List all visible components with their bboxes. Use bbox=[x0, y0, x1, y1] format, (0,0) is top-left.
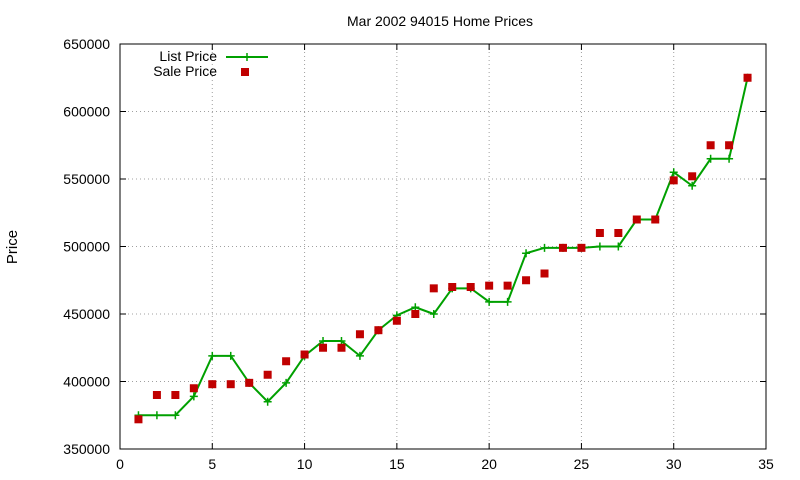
data-point-list-price bbox=[614, 242, 623, 251]
data-point-sale-price bbox=[171, 391, 180, 399]
data-point-sale-price bbox=[540, 269, 549, 278]
data-point-sale-price bbox=[208, 380, 217, 389]
data-point-sale-price bbox=[319, 343, 328, 352]
axis-ticks: 0 5 10 15 20 25 30 35 350000 400000 450000 500000 55… bbox=[63, 36, 774, 472]
data-point-list-price bbox=[319, 337, 328, 345]
x-tick-label: 35 bbox=[758, 456, 774, 472]
data-point-list-price bbox=[355, 351, 364, 360]
data-point-sale-price bbox=[522, 276, 531, 285]
data-point-sale-price bbox=[226, 380, 235, 389]
data-point-sale-price bbox=[263, 370, 272, 379]
series-layer bbox=[134, 73, 752, 424]
data-point-sale-price bbox=[632, 215, 641, 224]
chart-title: Mar 2002 94015 Home Prices bbox=[347, 13, 533, 29]
y-tick-label: 450000 bbox=[63, 306, 110, 322]
x-tick-label: 5 bbox=[208, 456, 216, 472]
data-point-list-price bbox=[263, 397, 272, 406]
data-point-list-price bbox=[411, 303, 420, 312]
series-sale-price bbox=[134, 73, 752, 424]
x-tick-label: 10 bbox=[297, 456, 313, 472]
data-point-sale-price bbox=[189, 384, 198, 393]
data-point-sale-price bbox=[669, 176, 678, 185]
legend-label-list-price: List Price bbox=[159, 48, 217, 64]
data-point-sale-price bbox=[595, 229, 604, 237]
data-point-sale-price bbox=[300, 350, 309, 359]
y-tick-label: 400000 bbox=[63, 374, 110, 390]
data-point-sale-price bbox=[134, 415, 143, 424]
x-tick-label: 15 bbox=[389, 456, 405, 472]
series-line-list-price bbox=[138, 77, 749, 417]
data-point-list-price bbox=[282, 378, 291, 387]
data-point-list-price bbox=[152, 411, 161, 420]
plot-frame bbox=[119, 43, 767, 450]
data-point-list-price bbox=[189, 392, 198, 401]
data-point-sale-price bbox=[411, 310, 420, 318]
x-tick-label: 0 bbox=[116, 456, 124, 472]
data-point-sale-price bbox=[429, 284, 438, 293]
y-tick-label: 500000 bbox=[63, 239, 110, 255]
data-point-list-price bbox=[226, 351, 235, 360]
data-point-sale-price bbox=[466, 283, 475, 291]
legend-marker-list-price bbox=[243, 53, 251, 61]
data-point-sale-price bbox=[614, 229, 623, 237]
data-point-list-price bbox=[522, 249, 531, 258]
data-point-sale-price bbox=[503, 281, 512, 290]
series-list-price bbox=[134, 73, 752, 420]
data-point-sale-price bbox=[706, 141, 715, 150]
y-tick-label: 650000 bbox=[63, 36, 110, 52]
y-tick-label: 600000 bbox=[63, 104, 110, 120]
data-point-sale-price bbox=[392, 316, 401, 325]
grid bbox=[120, 44, 766, 449]
data-point-sale-price bbox=[725, 141, 734, 150]
data-point-list-price bbox=[485, 297, 494, 306]
data-point-sale-price bbox=[448, 283, 457, 291]
x-tick-label: 30 bbox=[666, 456, 682, 472]
data-point-list-price bbox=[725, 154, 734, 163]
data-point-list-price bbox=[669, 168, 678, 177]
data-point-sale-price bbox=[651, 215, 660, 224]
legend-label-sale-price: Sale Price bbox=[153, 63, 217, 79]
data-point-sale-price bbox=[374, 326, 383, 335]
data-point-list-price bbox=[688, 181, 697, 190]
data-point-list-price bbox=[429, 310, 438, 318]
y-axis-label: Price bbox=[4, 230, 21, 264]
data-point-sale-price bbox=[743, 73, 752, 82]
data-point-list-price bbox=[503, 297, 512, 306]
data-point-sale-price bbox=[577, 243, 586, 252]
data-point-list-price bbox=[540, 243, 549, 252]
legend-marker-sale-price bbox=[241, 68, 249, 76]
data-point-sale-price bbox=[245, 378, 254, 387]
data-point-list-price bbox=[706, 154, 715, 163]
data-point-sale-price bbox=[485, 281, 494, 290]
data-point-list-price bbox=[595, 242, 604, 251]
data-point-sale-price bbox=[337, 343, 346, 352]
data-point-sale-price bbox=[152, 391, 161, 399]
data-point-list-price bbox=[171, 411, 180, 420]
data-point-list-price bbox=[337, 337, 346, 345]
data-point-sale-price bbox=[558, 243, 567, 252]
data-point-sale-price bbox=[282, 357, 291, 366]
legend: List Price Sale Price bbox=[153, 48, 268, 79]
x-tick-label: 20 bbox=[481, 456, 497, 472]
data-point-list-price bbox=[208, 351, 217, 360]
y-tick-label: 350000 bbox=[63, 441, 110, 457]
y-tick-label: 550000 bbox=[63, 171, 110, 187]
data-point-sale-price bbox=[355, 330, 364, 339]
x-tick-label: 25 bbox=[574, 456, 590, 472]
data-point-sale-price bbox=[688, 172, 697, 181]
